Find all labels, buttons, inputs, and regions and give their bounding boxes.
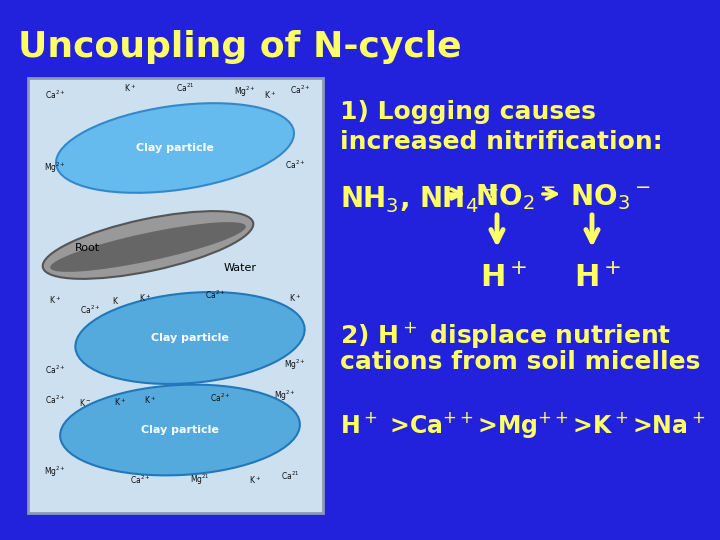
Text: K$^+$: K$^+$ <box>139 292 151 304</box>
Text: Clay particle: Clay particle <box>136 143 214 153</box>
Text: NO$_2$$^-$: NO$_2$$^-$ <box>475 182 556 212</box>
Text: Root: Root <box>75 243 100 253</box>
Text: Ca$^{2+}$: Ca$^{2+}$ <box>45 364 66 376</box>
Ellipse shape <box>50 222 246 272</box>
Text: Clay particle: Clay particle <box>151 333 229 343</box>
Text: Mg$^{2+}$: Mg$^{2+}$ <box>274 389 296 403</box>
Text: Mg$^{21}$: Mg$^{21}$ <box>190 473 210 487</box>
Text: 2) H$^+$ displace nutrient: 2) H$^+$ displace nutrient <box>340 320 671 350</box>
Text: K$^-$: K$^-$ <box>79 396 91 408</box>
Text: Mg$^{2+}$: Mg$^{2+}$ <box>44 465 66 479</box>
Text: Ca$^{2+}$: Ca$^{2+}$ <box>210 392 230 404</box>
Bar <box>28 78 323 513</box>
Text: Ca$^{2+}$: Ca$^{2+}$ <box>284 159 305 171</box>
Text: Ca$^{2+}$: Ca$^{2+}$ <box>204 289 225 301</box>
Ellipse shape <box>76 292 305 384</box>
Text: NH$_3$, NH$_4$$^+$: NH$_3$, NH$_4$$^+$ <box>340 182 499 214</box>
Text: Water: Water <box>223 263 256 273</box>
Text: K$^+$: K$^+$ <box>249 474 261 486</box>
Text: K$^+$: K$^+$ <box>124 82 136 94</box>
Text: Ca$^{2+}$: Ca$^{2+}$ <box>80 304 100 316</box>
Text: Uncoupling of N-cycle: Uncoupling of N-cycle <box>18 30 462 64</box>
Text: H$^+$: H$^+$ <box>480 264 528 293</box>
Text: Ca$^{2+}$: Ca$^{2+}$ <box>130 474 150 486</box>
Text: H$^+$ >Ca$^{++}$>Mg$^{++}$>K$^+$>Na$^+$: H$^+$ >Ca$^{++}$>Mg$^{++}$>K$^+$>Na$^+$ <box>340 410 705 440</box>
Text: cations from soil micelles: cations from soil micelles <box>340 350 701 374</box>
Text: K$^+$: K$^+$ <box>289 292 301 304</box>
Ellipse shape <box>42 211 253 279</box>
Text: H$^+$: H$^+$ <box>574 264 621 293</box>
Text: Ca$^{21}$: Ca$^{21}$ <box>176 82 194 94</box>
Text: Clay particle: Clay particle <box>141 425 219 435</box>
Ellipse shape <box>56 103 294 193</box>
Text: K$^+$: K$^+$ <box>264 89 276 101</box>
Text: Mg$^{2+}$: Mg$^{2+}$ <box>44 161 66 175</box>
Text: 1) Logging causes: 1) Logging causes <box>340 100 596 124</box>
Text: Mg$^{2+}$: Mg$^{2+}$ <box>234 85 256 99</box>
Text: increased nitrification:: increased nitrification: <box>340 130 662 154</box>
Text: Mg$^{2+}$: Mg$^{2+}$ <box>284 358 306 372</box>
Ellipse shape <box>60 384 300 475</box>
Text: K$^+$: K$^+$ <box>144 394 156 406</box>
Text: Ca$^{21}$: Ca$^{21}$ <box>281 470 300 482</box>
Text: K: K <box>112 298 117 307</box>
Text: Ca$^{2+}$: Ca$^{2+}$ <box>45 394 66 406</box>
Text: Ca$^{2+}$: Ca$^{2+}$ <box>289 84 310 96</box>
Text: K$^+$: K$^+$ <box>49 294 61 306</box>
Text: K$^+$: K$^+$ <box>114 396 126 408</box>
Text: Ca$^{2+}$: Ca$^{2+}$ <box>45 89 66 101</box>
Text: NO$_3$$^-$: NO$_3$$^-$ <box>570 182 651 212</box>
